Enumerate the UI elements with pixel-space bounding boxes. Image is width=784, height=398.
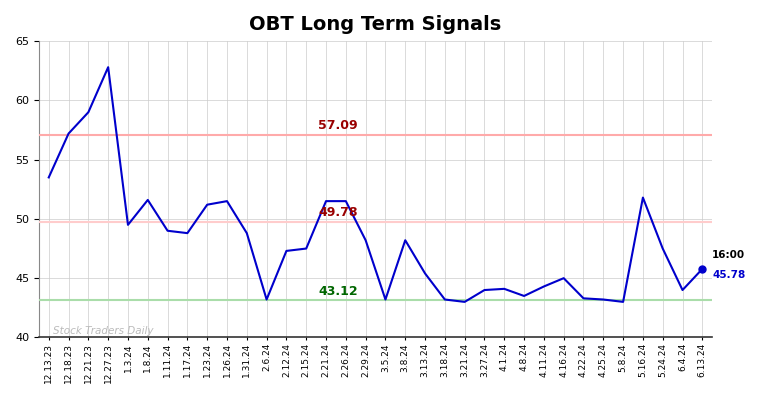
Text: 57.09: 57.09: [318, 119, 358, 132]
Text: 49.78: 49.78: [318, 206, 358, 219]
Text: 16:00: 16:00: [712, 250, 746, 260]
Text: 43.12: 43.12: [318, 285, 358, 298]
Title: OBT Long Term Signals: OBT Long Term Signals: [249, 15, 502, 34]
Text: Stock Traders Daily: Stock Traders Daily: [53, 326, 153, 336]
Text: 45.78: 45.78: [712, 270, 746, 281]
